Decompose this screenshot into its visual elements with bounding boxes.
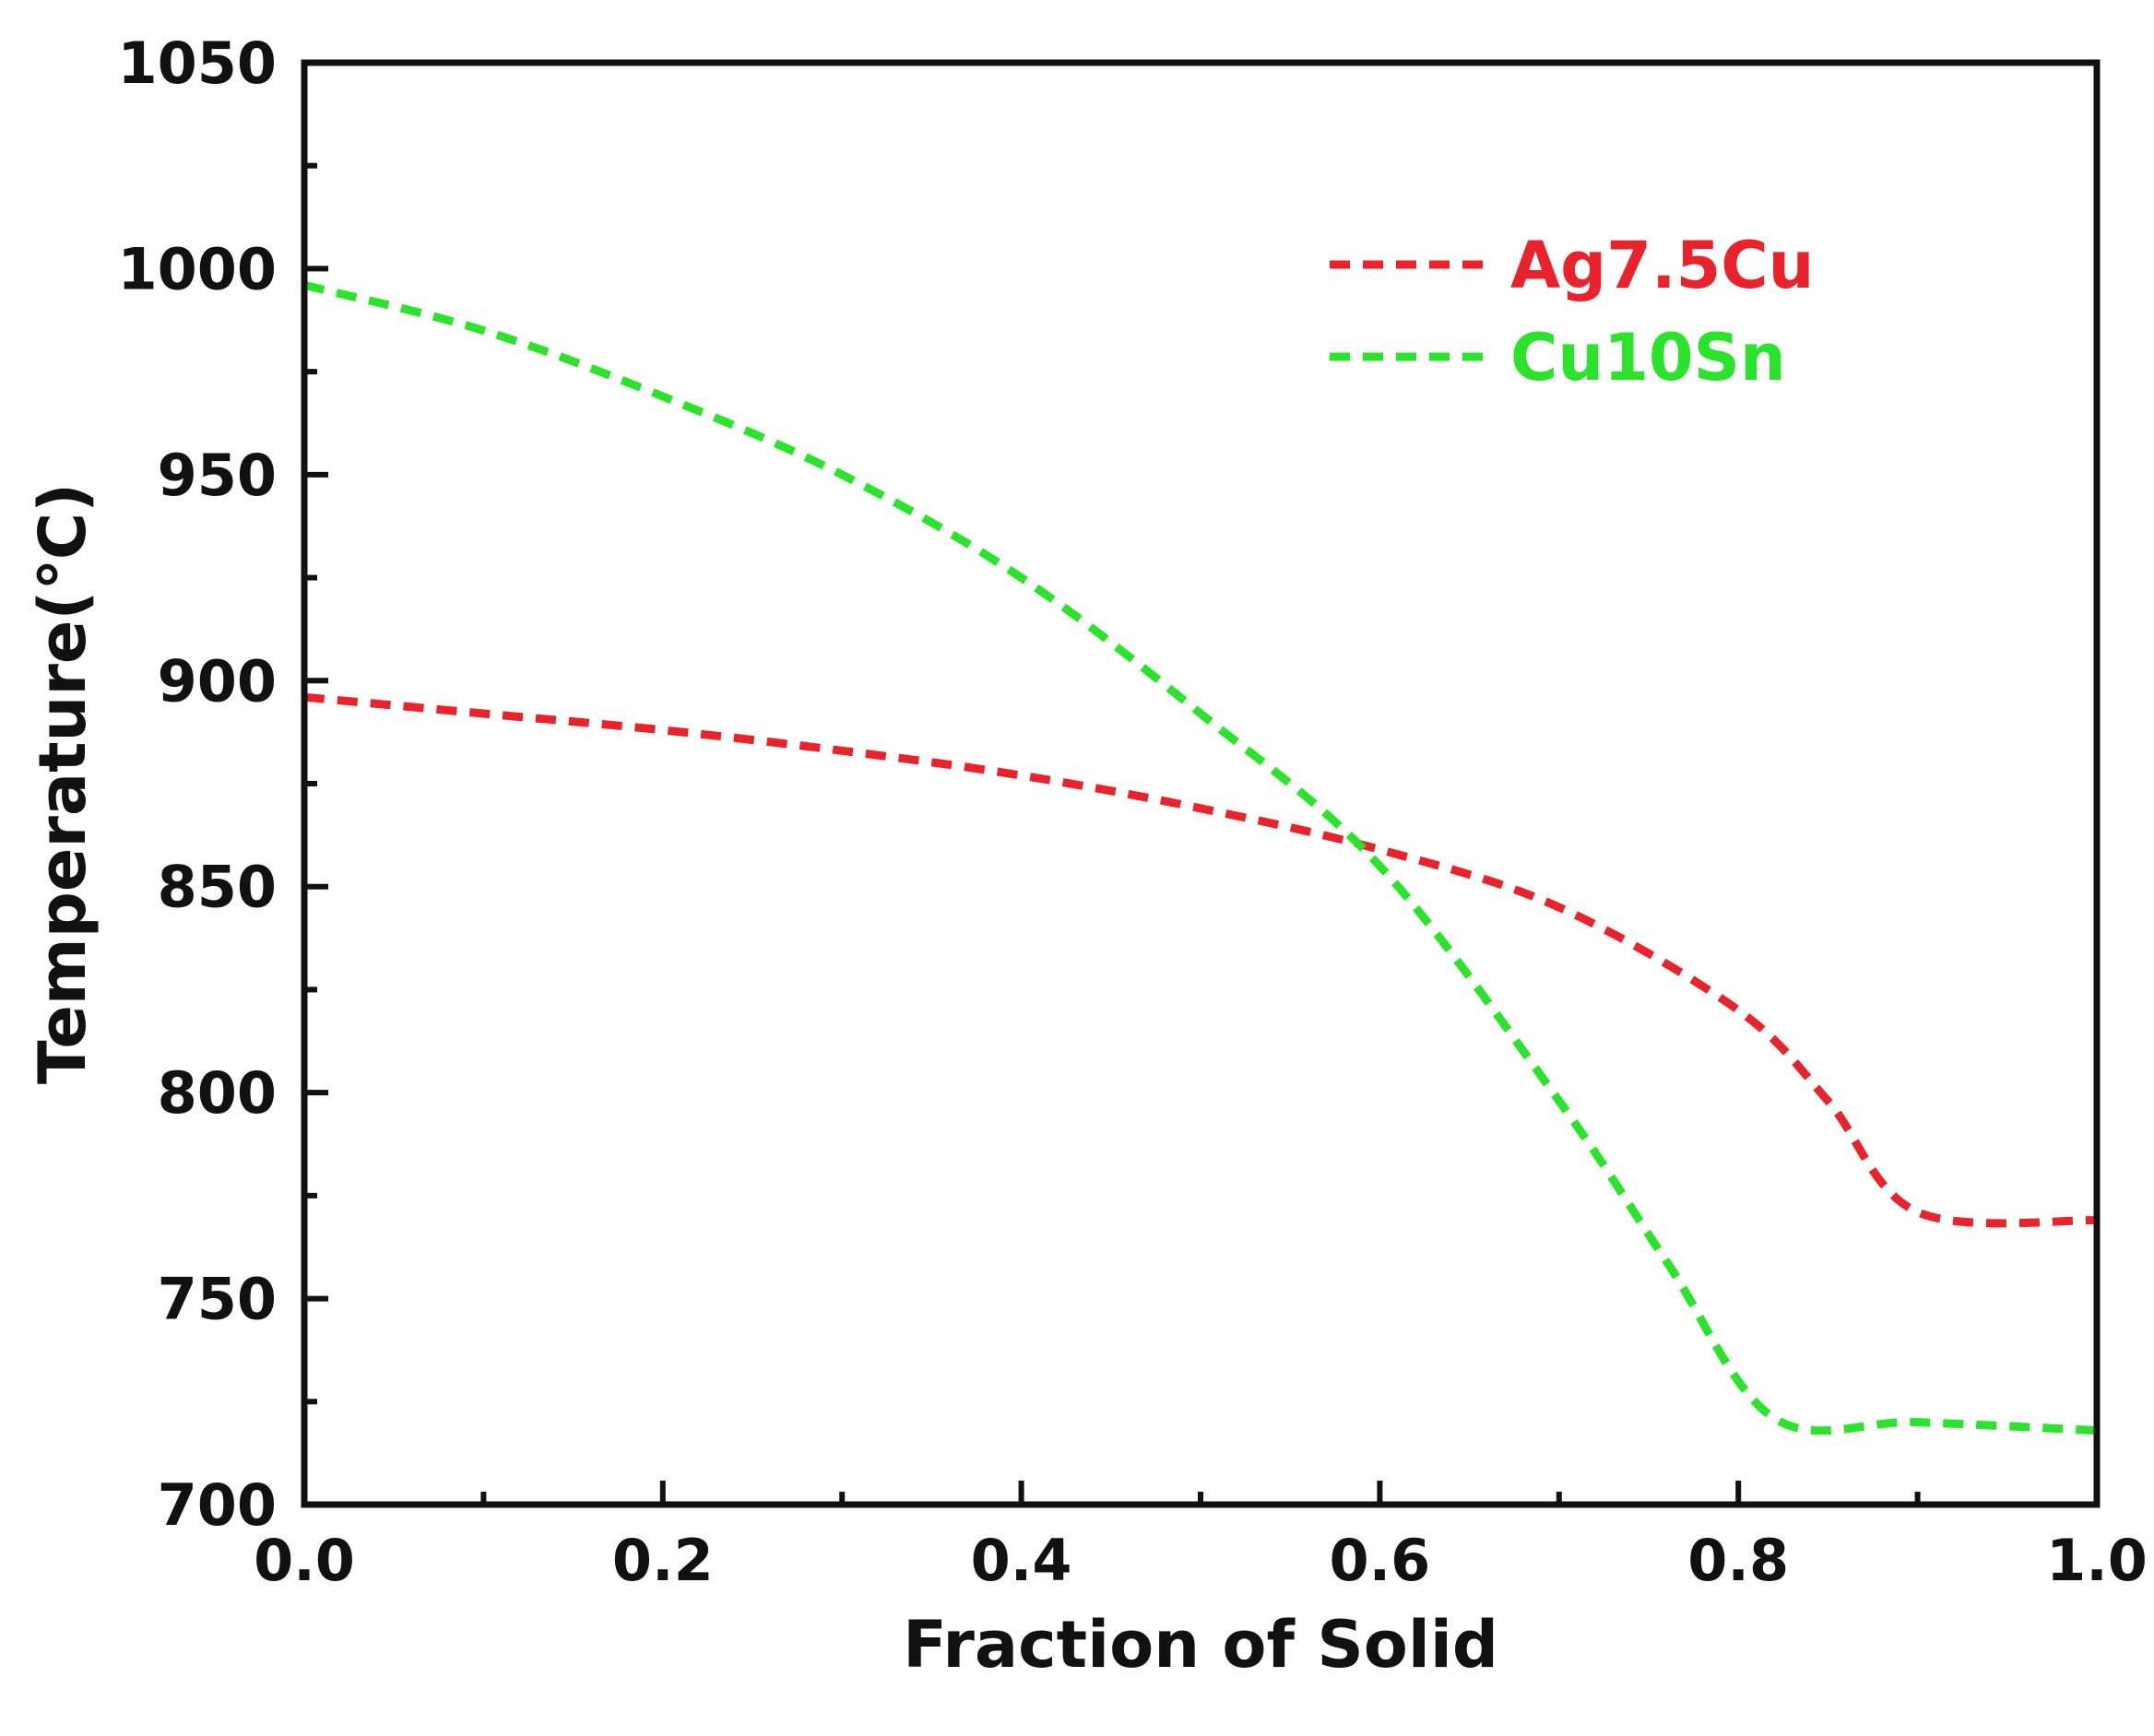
ticks-layer xyxy=(302,60,2100,1507)
y-tick-label: 850 xyxy=(158,854,277,921)
x-tick-label: 1.0 xyxy=(2046,1527,2148,1594)
y-tick-label: 800 xyxy=(158,1059,277,1127)
y-tick-label: 750 xyxy=(158,1266,277,1333)
x-tick-label: 0.8 xyxy=(1687,1527,1789,1594)
x-axis-title: Fraction of Solid xyxy=(903,1607,1498,1683)
y-tick-label: 1050 xyxy=(117,30,277,97)
y-tick-label: 950 xyxy=(158,442,277,509)
y-tick-label: 900 xyxy=(158,647,277,714)
plot-area-frame xyxy=(301,59,2101,1508)
legend-label-cu10sn: Cu10Sn xyxy=(1510,320,1786,396)
series-line-cu10sn xyxy=(302,280,2098,1435)
x-tick-label: 0.4 xyxy=(971,1527,1072,1594)
legend: Ag7.5Cu Cu10Sn xyxy=(1330,228,1815,396)
x-tick-label: 0.2 xyxy=(612,1527,714,1594)
tick-labels-layer: 0.0 0.2 0.4 0.6 0.8 1.0 700 750 800 850 900 950 1000… xyxy=(117,30,2147,1594)
y-axis-title: Temperature(℃) xyxy=(25,483,101,1084)
x-tick-label: 0.0 xyxy=(254,1527,355,1594)
x-tick-label: 0.6 xyxy=(1329,1527,1430,1594)
series-line-ag7-5cu xyxy=(303,692,2098,1228)
y-tick-label: 1000 xyxy=(117,235,277,302)
y-tick-label: 700 xyxy=(158,1471,277,1539)
series-layer xyxy=(302,280,2098,1435)
legend-label-ag7-5cu: Ag7.5Cu xyxy=(1510,228,1815,303)
